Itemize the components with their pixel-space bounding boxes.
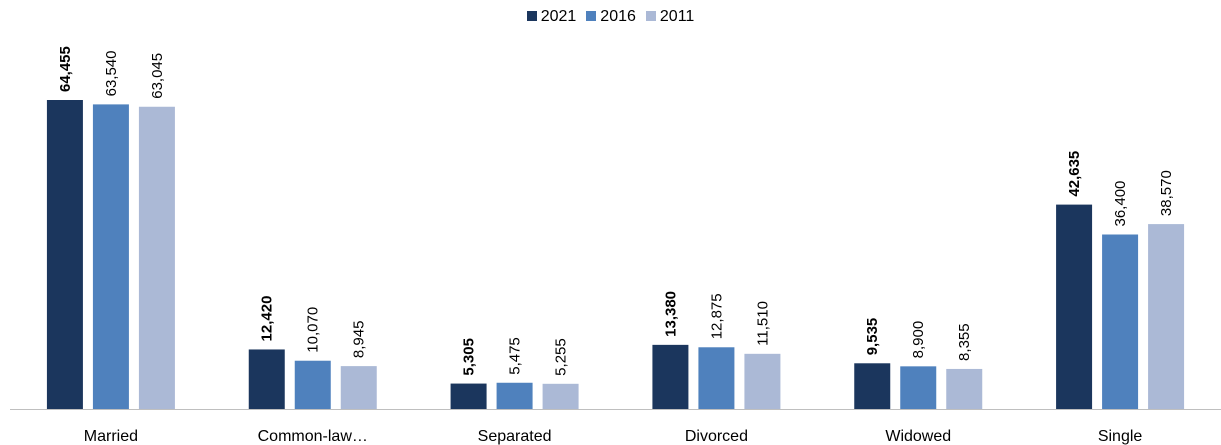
data-label-2011-5: 38,570 <box>1158 170 1175 216</box>
data-label-2021-4: 9,535 <box>864 318 881 356</box>
data-label-2021-0: 64,455 <box>57 46 74 92</box>
data-label-2016-0: 63,540 <box>103 50 120 96</box>
legend-item-2021: 2021 <box>526 8 577 26</box>
data-label-2016-1: 10,070 <box>305 307 322 353</box>
bar-2021-3 <box>652 344 689 409</box>
category-label-4: Widowed <box>885 428 951 445</box>
bar-2021-0 <box>46 100 83 409</box>
data-label-2016-2: 5,475 <box>507 337 524 375</box>
bar-2011-0 <box>138 106 175 410</box>
category-label-3: Divorced <box>685 428 748 445</box>
category-label-5: Single <box>1098 428 1143 445</box>
data-label-2011-2: 5,255 <box>553 338 570 376</box>
bar-2016-0 <box>92 104 129 410</box>
bar-2021-4 <box>854 363 891 409</box>
bar-2016-4 <box>900 366 937 409</box>
legend-swatch <box>586 10 597 21</box>
chart-legend: 2021 2016 2011 <box>0 8 1221 26</box>
data-label-2021-2: 5,305 <box>461 338 478 376</box>
bar-2011-1 <box>340 366 377 409</box>
data-label-2011-3: 11,510 <box>754 301 771 346</box>
legend-item-2011: 2011 <box>645 8 695 26</box>
data-label-2021-3: 13,380 <box>662 291 679 337</box>
bar-2021-5 <box>1056 204 1093 409</box>
data-label-2011-1: 8,945 <box>351 321 368 359</box>
legend-swatch <box>526 10 537 21</box>
bar-2021-1 <box>248 349 285 409</box>
bar-2011-3 <box>744 353 781 409</box>
category-label-0: Married <box>84 428 138 445</box>
data-label-2011-4: 8,355 <box>956 323 973 361</box>
bar-2016-5 <box>1102 234 1139 409</box>
bar-2011-2 <box>542 383 579 409</box>
data-label-2016-3: 12,875 <box>708 293 725 339</box>
bar-2011-5 <box>1148 224 1185 409</box>
bar-2016-3 <box>698 347 735 409</box>
data-label-2016-4: 8,900 <box>910 321 927 359</box>
bar-2021-2 <box>450 383 487 409</box>
data-label-2011-0: 63,045 <box>149 53 166 99</box>
bar-2011-4 <box>946 368 983 409</box>
legend-label: 2016 <box>600 8 636 25</box>
data-label-2016-5: 36,400 <box>1112 181 1129 227</box>
legend-swatch <box>645 10 656 21</box>
data-label-2021-5: 42,635 <box>1066 151 1083 197</box>
bar-2016-2 <box>496 382 533 409</box>
legend-label: 2021 <box>540 8 577 25</box>
category-label-1: Common-law… <box>258 428 368 445</box>
legend-label: 2011 <box>659 8 695 25</box>
category-label-2: Separated <box>478 428 552 445</box>
bar-2016-1 <box>294 360 331 409</box>
legend-item-2016: 2016 <box>586 8 636 26</box>
data-label-2021-1: 12,420 <box>259 296 276 342</box>
